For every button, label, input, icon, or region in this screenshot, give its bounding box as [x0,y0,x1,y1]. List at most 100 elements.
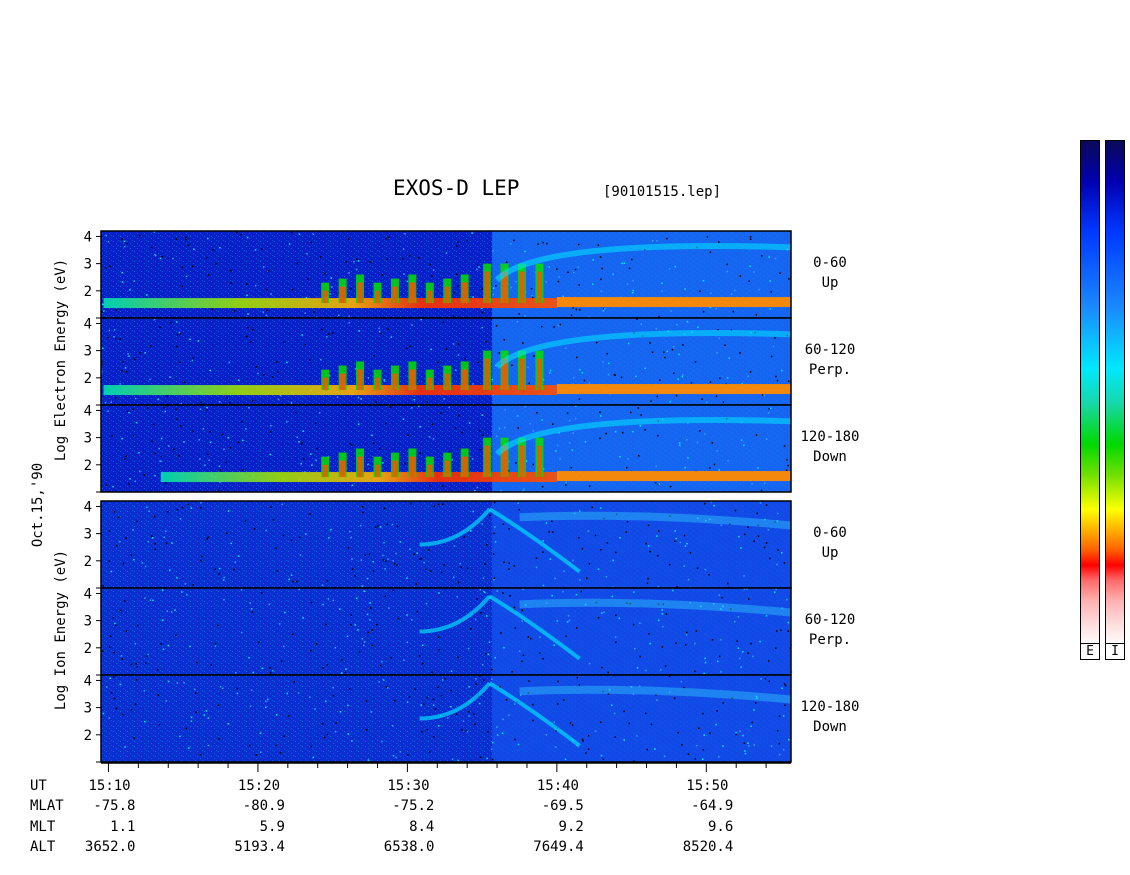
speckle [705,519,707,522]
speckle [492,741,494,744]
speckle [411,324,413,326]
speckle [338,314,340,316]
speckle [349,442,351,445]
speckle [445,348,448,350]
speckle [627,458,629,460]
speckle [121,281,124,283]
speckle [222,579,225,581]
speckle [746,588,748,590]
speckle [195,692,197,694]
speckle [611,595,614,598]
speckle [121,271,123,274]
speckle [479,448,481,451]
speckle [444,678,446,680]
panel-electron-0 [100,230,792,320]
speckle [556,268,558,270]
speckle [646,582,649,584]
speckle [658,315,660,318]
speckle [683,686,685,689]
speckle [493,577,496,579]
speckle [455,713,458,715]
speckle [413,398,415,401]
speckle [334,647,337,649]
speckle [397,617,400,620]
speckle [247,326,249,329]
ephemeris-value-ut: 15:20 [237,778,281,794]
speckle [496,734,499,736]
speckle [358,651,361,653]
panel-ion-0 [100,500,792,590]
speckle [420,318,422,321]
speckle [166,511,169,513]
speckle [164,410,166,413]
speckle [437,636,440,639]
speckle [753,540,755,542]
speckle [134,643,137,645]
speckle [527,366,529,369]
speckle [154,474,156,477]
speckle [432,269,435,271]
speckle [302,430,305,432]
speckle [767,412,770,414]
speckle [615,551,617,554]
speckle [749,265,751,267]
speckle [532,430,534,432]
speckle [778,742,781,745]
speckle [386,258,388,260]
panel-angle-range: 120-180 [800,429,860,445]
speckle [200,401,202,404]
speckle [152,599,154,602]
speckle [522,490,524,492]
speckle [494,526,496,528]
speckle [123,240,126,243]
speckle [649,342,651,344]
speckle [127,353,129,355]
speckle [748,280,750,282]
speckle [190,507,193,509]
speckle [602,310,605,312]
speckle [168,445,170,447]
speckle [732,310,735,313]
speckle [145,662,147,664]
speckle [121,437,123,440]
speckle [502,592,504,594]
speckle [373,442,375,444]
speckle [474,489,476,492]
electron-burst-core [484,358,490,391]
speckle [133,737,135,739]
speckle [176,577,178,579]
panel-ion-1 [100,587,793,677]
speckle [200,507,202,509]
speckle [500,490,502,492]
speckle [689,602,691,604]
speckle [426,729,428,731]
speckle [183,441,185,443]
speckle [493,579,495,581]
speckle [365,700,368,702]
speckle [475,683,477,685]
electron-burst-core [392,460,398,478]
speckle [301,441,303,444]
speckle [517,502,519,504]
speckle [441,571,443,574]
speckle [165,700,167,702]
speckle [358,423,360,425]
y-tick-label: 3 [84,344,92,360]
speckle [759,640,761,643]
speckle [183,381,186,383]
speckle [740,547,742,549]
ephemeris-value-mlt: 9.2 [558,819,584,835]
speckle [132,408,134,411]
speckle [764,677,767,680]
speckle [132,529,134,531]
speckle [787,621,790,624]
speckle [292,580,294,583]
ion-dispersion-right [488,681,581,748]
speckle [421,662,424,665]
speckle [349,531,351,533]
speckle [788,278,790,280]
speckle [527,692,530,694]
speckle [557,680,559,683]
speckle [649,642,651,645]
speckle [759,502,762,504]
